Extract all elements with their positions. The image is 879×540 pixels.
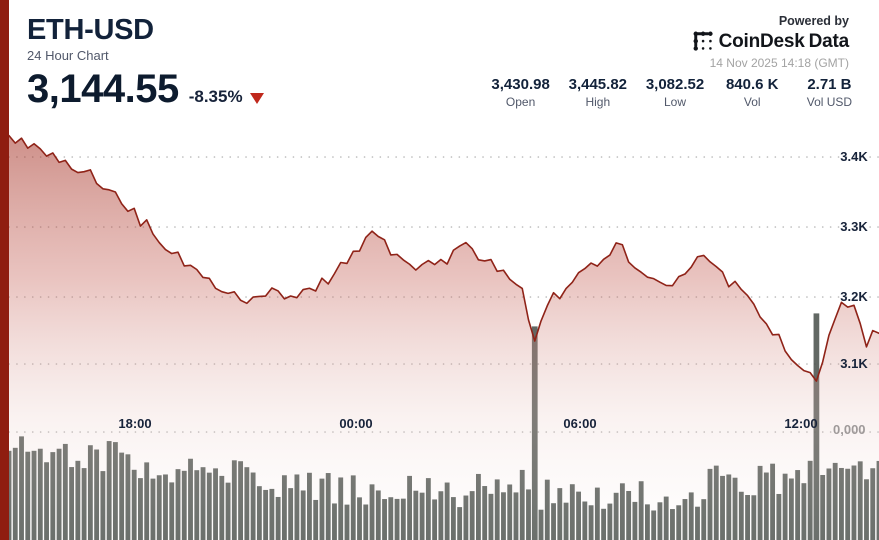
svg-text:18:00: 18:00 (118, 416, 151, 431)
svg-text:06:00: 06:00 (563, 416, 596, 431)
svg-text:12:00: 12:00 (784, 416, 817, 431)
svg-text:0,000: 0,000 (833, 422, 866, 437)
svg-text:3.1K: 3.1K (840, 356, 868, 371)
svg-text:3.3K: 3.3K (840, 219, 868, 234)
svg-text:3.4K: 3.4K (840, 149, 868, 164)
svg-text:00:00: 00:00 (339, 416, 372, 431)
svg-text:3.2K: 3.2K (840, 289, 868, 304)
